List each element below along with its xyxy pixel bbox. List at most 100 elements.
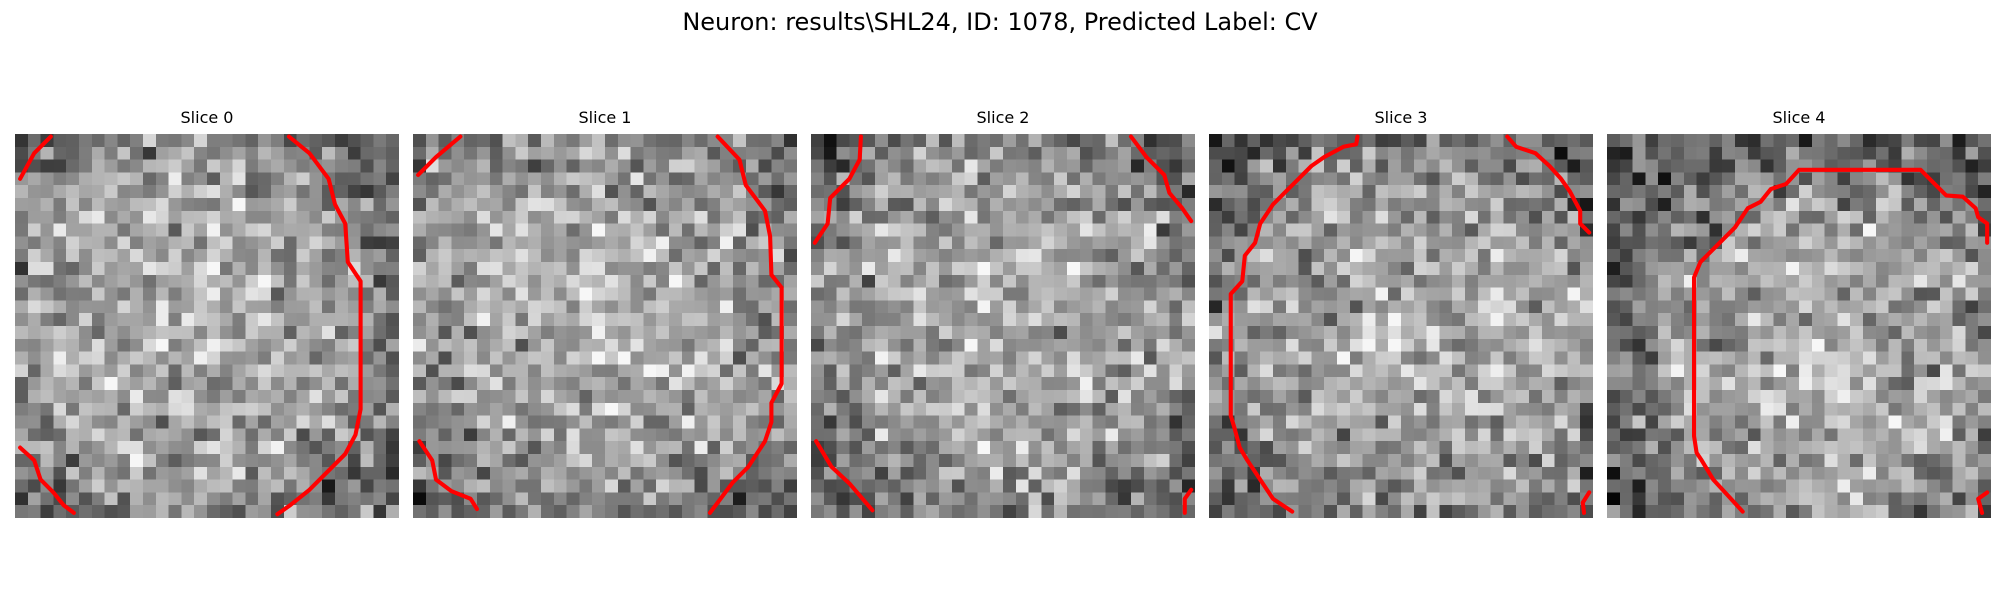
- pixel: [1426, 223, 1440, 237]
- pixel: [117, 274, 131, 288]
- pixel: [1619, 313, 1633, 327]
- pixel: [1850, 249, 1864, 263]
- pixel: [1888, 262, 1902, 276]
- pixel: [1465, 185, 1479, 199]
- figure-title: Neuron: results\SHL24, ID: 1078, Predict…: [682, 8, 1318, 36]
- pixel: [1671, 402, 1685, 416]
- pixel: [1580, 198, 1593, 212]
- pixel: [592, 134, 606, 148]
- pixel: [1786, 454, 1800, 468]
- pixel: [130, 479, 144, 493]
- pixel: [643, 262, 657, 276]
- pixel: [322, 236, 336, 250]
- pixel: [1401, 492, 1415, 506]
- pixel: [1439, 441, 1453, 455]
- pixel: [1567, 428, 1581, 442]
- pixel: [1863, 326, 1877, 340]
- pixel: [1401, 454, 1415, 468]
- pixel: [1401, 249, 1415, 263]
- pixel: [91, 415, 105, 429]
- pixel: [541, 313, 555, 327]
- pixel: [669, 159, 683, 173]
- pixel: [1529, 377, 1543, 391]
- pixel: [643, 249, 657, 263]
- pixel: [1401, 134, 1415, 148]
- pixel: [245, 466, 259, 480]
- pixel: [1554, 134, 1568, 148]
- pixel: [438, 441, 452, 455]
- pixel: [1529, 236, 1543, 250]
- pixel: [1619, 415, 1633, 429]
- pixel: [1349, 402, 1363, 416]
- pixel: [271, 390, 285, 404]
- pixel: [1619, 505, 1633, 518]
- pixel: [913, 415, 927, 429]
- pixel: [1722, 159, 1736, 173]
- pixel: [528, 454, 542, 468]
- pixel: [1298, 274, 1312, 288]
- pixel: [1735, 415, 1749, 429]
- pixel: [1516, 402, 1530, 416]
- pixel: [643, 159, 657, 173]
- pixel: [1760, 428, 1774, 442]
- pixel: [1709, 134, 1723, 148]
- pixel: [1914, 415, 1928, 429]
- pixel: [605, 454, 619, 468]
- pixel: [1875, 300, 1889, 314]
- pixel: [784, 287, 797, 301]
- pixel: [438, 351, 452, 365]
- pixel: [1939, 492, 1953, 506]
- pixel: [245, 326, 259, 340]
- pixel: [1375, 326, 1389, 340]
- pixel: [811, 287, 825, 301]
- pixel: [425, 326, 439, 340]
- pixel: [1079, 262, 1093, 276]
- pixel: [1901, 479, 1915, 493]
- pixel: [1927, 454, 1941, 468]
- pixel: [1927, 377, 1941, 391]
- pixel: [1324, 274, 1338, 288]
- pixel: [335, 351, 349, 365]
- pixel: [1554, 287, 1568, 301]
- pixel: [40, 326, 54, 340]
- pixel: [1143, 274, 1157, 288]
- pixel: [1028, 326, 1042, 340]
- pixel: [707, 300, 721, 314]
- pixel: [707, 441, 721, 455]
- pixel: [1221, 428, 1235, 442]
- pixel: [1260, 390, 1274, 404]
- pixel: [1079, 428, 1093, 442]
- pixel: [283, 223, 297, 237]
- pixel: [207, 223, 221, 237]
- pixel: [1837, 198, 1851, 212]
- pixel: [720, 159, 734, 173]
- pixel: [617, 338, 631, 352]
- pixel: [656, 159, 670, 173]
- pixel: [1439, 364, 1453, 378]
- pixel: [1285, 351, 1299, 365]
- pixel: [707, 223, 721, 237]
- pixel: [1850, 364, 1864, 378]
- pixel: [168, 402, 182, 416]
- pixel: [1234, 236, 1248, 250]
- pixel: [27, 249, 41, 263]
- pixel: [1285, 441, 1299, 455]
- pixel: [130, 402, 144, 416]
- pixel: [15, 274, 29, 288]
- pixel: [1079, 402, 1093, 416]
- pixel: [15, 351, 29, 365]
- pixel: [438, 198, 452, 212]
- pixel: [347, 364, 361, 378]
- pixel: [1773, 454, 1787, 468]
- pixel: [1054, 262, 1068, 276]
- pixel: [1465, 466, 1479, 480]
- pixel: [1709, 390, 1723, 404]
- pixel: [1786, 390, 1800, 404]
- pixel: [1632, 415, 1646, 429]
- pixel: [27, 492, 41, 506]
- pixel: [1234, 351, 1248, 365]
- pixel: [1607, 402, 1621, 416]
- pixel: [515, 236, 529, 250]
- pixel: [913, 377, 927, 391]
- pixel: [53, 223, 67, 237]
